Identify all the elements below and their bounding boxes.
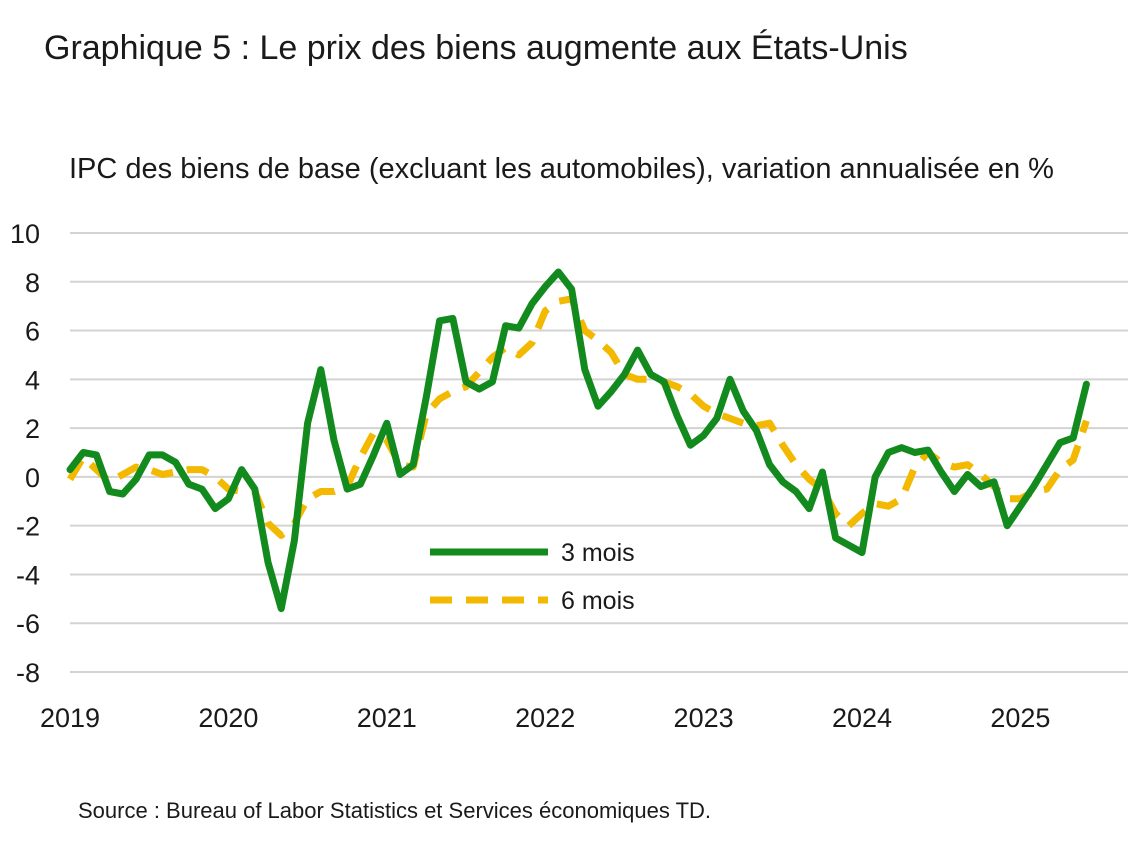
line-chart: 10 8 6 4 2 0 -2 -4 -6 -8 2019 2020 2021 2022 2023 2024…	[10, 219, 1128, 733]
y-tick-label: -4	[16, 560, 40, 590]
x-tick-label: 2020	[198, 703, 258, 733]
y-tick-label: 6	[25, 317, 40, 347]
y-tick-label: 0	[25, 463, 40, 493]
y-axis-label: IPC des biens de base (excluant les auto…	[69, 153, 1054, 185]
x-tick-label: 2024	[832, 703, 892, 733]
x-tick-labels: 2019 2020 2021 2022 2023 2024 2025	[40, 703, 1050, 733]
chart-title: Graphique 5 : Le prix des biens augmente…	[44, 29, 908, 67]
x-tick-label: 2023	[674, 703, 734, 733]
source-note: Source : Bureau of Labor Statistics et S…	[78, 798, 712, 823]
series-line-3-mois	[66, 268, 1090, 613]
y-tick-label: 10	[10, 219, 40, 249]
y-tick-label: -2	[16, 512, 40, 542]
y-tick-label: 8	[25, 268, 40, 298]
x-tick-label: 2022	[515, 703, 575, 733]
x-tick-label: 2025	[990, 703, 1050, 733]
y-tick-label: 4	[25, 365, 40, 395]
legend: 3 mois 6 mois	[430, 539, 635, 615]
x-tick-label: 2021	[357, 703, 417, 733]
legend-label: 3 mois	[561, 539, 635, 567]
y-tick-labels: 10 8 6 4 2 0 -2 -4 -6 -8	[10, 219, 40, 688]
y-tick-label: -6	[16, 609, 40, 639]
legend-label: 6 mois	[561, 587, 635, 615]
x-tick-label: 2019	[40, 703, 100, 733]
series-lines	[66, 268, 1090, 613]
y-tick-label: -8	[16, 658, 40, 688]
y-tick-label: 2	[25, 414, 40, 444]
